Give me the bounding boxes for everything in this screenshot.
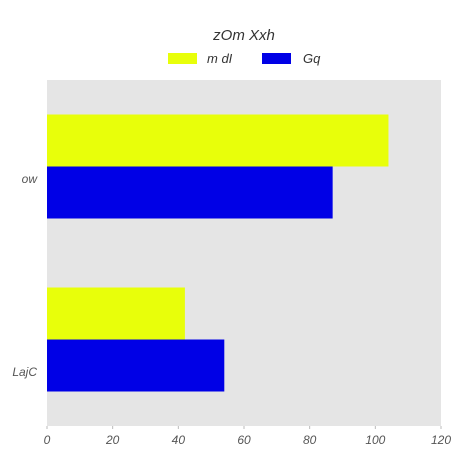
legend-label-series-1: m dI (207, 51, 233, 66)
bar-ow-series-2 (47, 166, 333, 219)
x-tick-label-40: 40 (172, 433, 186, 447)
x-tick-label-120: 120 (431, 433, 451, 447)
bar-lajc-series-2 (47, 339, 225, 392)
x-tick-label-0: 0 (44, 433, 51, 447)
x-tick-label-100: 100 (365, 433, 385, 447)
x-axis-ticks: 0 20 40 60 80 100 120 (44, 426, 451, 447)
x-tick-label-80: 80 (303, 433, 317, 447)
x-tick-label-20: 20 (105, 433, 120, 447)
category-label-ow: ow (22, 172, 39, 186)
legend-swatch-series-1 (168, 53, 197, 64)
bar-lajc-series-1 (47, 287, 185, 340)
category-label-lajc: LajC (12, 365, 37, 379)
bars-layer (47, 114, 389, 392)
bar-ow-series-1 (47, 114, 389, 167)
x-tick-label-60: 60 (237, 433, 251, 447)
legend-label-series-2: Gq (303, 51, 321, 66)
chart-title: zOm Xxh (212, 27, 275, 44)
legend-swatch-series-2 (262, 53, 291, 64)
